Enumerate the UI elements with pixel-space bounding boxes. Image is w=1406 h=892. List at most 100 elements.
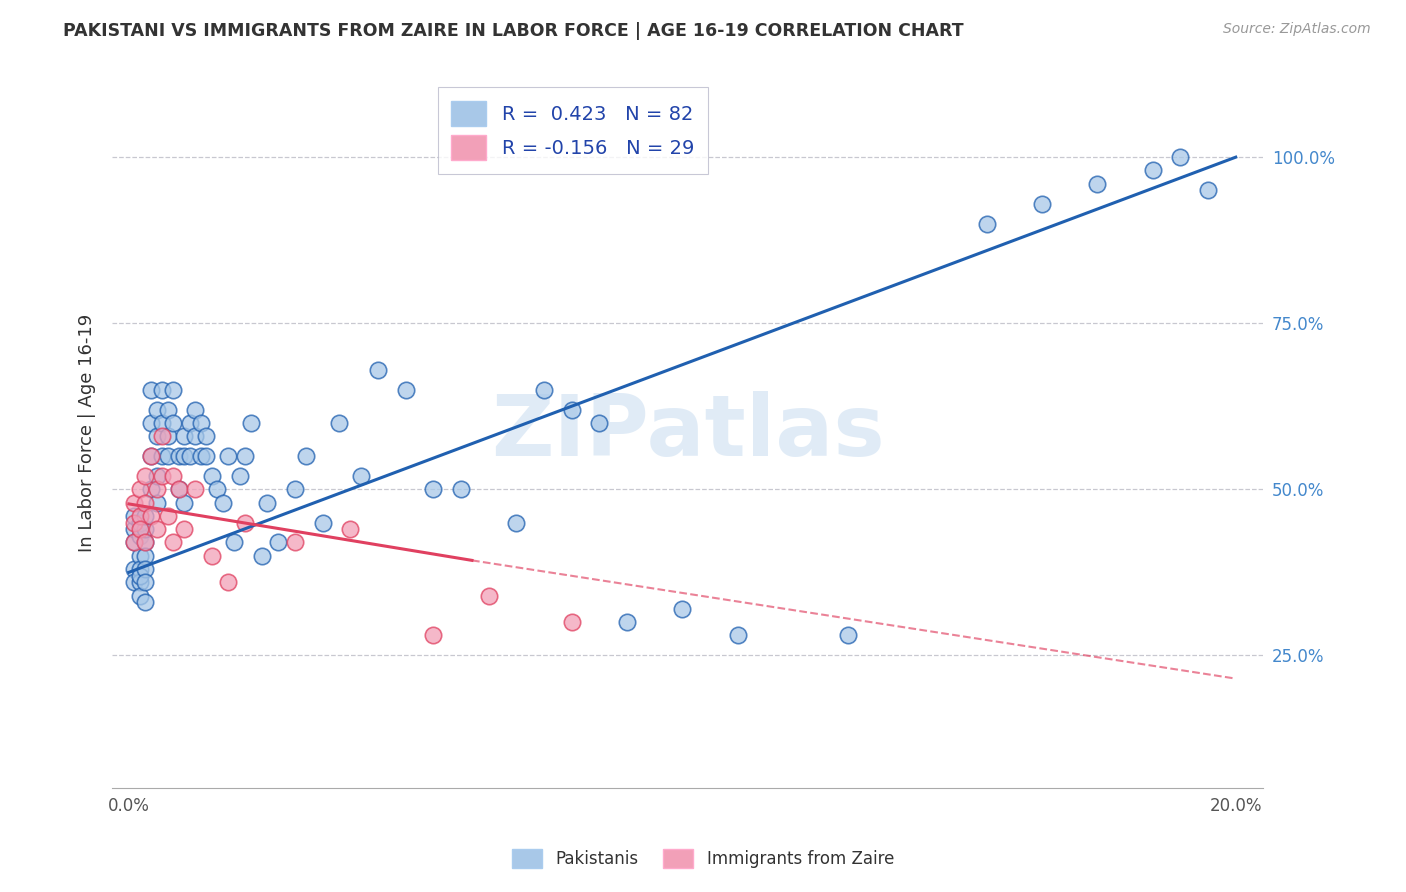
Point [139,483,162,497]
Point [129,508,152,523]
Point [150,469,173,483]
Point [173,429,195,443]
Point [162,469,184,483]
Point [588,416,610,430]
Point [450,483,472,497]
Point [367,362,389,376]
Point [1142,163,1164,178]
Point [124,535,146,549]
Point [129,529,152,543]
Point [295,449,318,463]
Text: PAKISTANI VS IMMIGRANTS FROM ZAIRE IN LABOR FORCE | AGE 16-19 CORRELATION CHART: PAKISTANI VS IMMIGRANTS FROM ZAIRE IN LA… [63,22,965,40]
Point [156,508,179,523]
Point [184,483,207,497]
Point [173,522,195,536]
Point [145,483,167,497]
Point [156,429,179,443]
Point [233,516,256,530]
Legend: Pakistanis, Immigrants from Zaire: Pakistanis, Immigrants from Zaire [505,842,901,875]
Point [124,508,146,523]
Point [1170,150,1192,164]
Point [145,522,167,536]
Point [124,516,146,530]
Point [976,217,998,231]
Point [124,562,146,576]
Point [533,383,555,397]
Point [339,522,361,536]
Point [190,449,212,463]
Point [150,416,173,430]
Point [212,495,235,509]
Point [179,416,201,430]
Point [284,483,307,497]
Point [505,516,527,530]
Point [190,416,212,430]
Point [1197,183,1219,197]
Point [167,449,190,463]
Point [217,449,239,463]
Legend: R =  0.423   N = 82, R = -0.156   N = 29: R = 0.423 N = 82, R = -0.156 N = 29 [437,87,707,174]
Point [201,469,224,483]
Point [134,522,156,536]
Point [150,449,173,463]
Point [250,549,273,563]
Point [233,449,256,463]
Point [150,383,173,397]
Point [134,535,156,549]
Point [134,549,156,563]
Point [134,469,156,483]
Point [217,575,239,590]
Point [195,449,218,463]
Point [129,568,152,582]
Point [422,483,444,497]
Point [124,575,146,590]
Text: Source: ZipAtlas.com: Source: ZipAtlas.com [1223,22,1371,37]
Point [134,508,156,523]
Point [1031,196,1053,211]
Point [222,535,245,549]
Point [139,449,162,463]
Point [129,483,152,497]
Point [129,516,152,530]
Text: ZIPatlas: ZIPatlas [491,392,884,475]
Point [671,602,693,616]
Point [129,549,152,563]
Point [616,615,638,629]
Point [195,429,218,443]
Point [167,483,190,497]
Point [134,595,156,609]
Point [145,469,167,483]
Point [207,483,229,497]
Point [134,575,156,590]
Point [129,522,152,536]
Point [162,383,184,397]
Point [422,628,444,642]
Point [162,535,184,549]
Point [124,535,146,549]
Point [179,449,201,463]
Point [162,416,184,430]
Point [267,535,290,549]
Point [134,495,156,509]
Point [139,508,162,523]
Point [284,535,307,549]
Point [394,383,416,397]
Point [561,402,583,417]
Point [173,449,195,463]
Point [134,562,156,576]
Y-axis label: In Labor Force | Age 16-19: In Labor Force | Age 16-19 [79,314,96,552]
Point [478,589,501,603]
Point [167,483,190,497]
Point [139,383,162,397]
Point [311,516,333,530]
Point [129,562,152,576]
Point [727,628,749,642]
Point [228,469,250,483]
Point [350,469,373,483]
Point [145,429,167,443]
Point [139,449,162,463]
Point [124,522,146,536]
Point [156,449,179,463]
Point [145,402,167,417]
Point [184,402,207,417]
